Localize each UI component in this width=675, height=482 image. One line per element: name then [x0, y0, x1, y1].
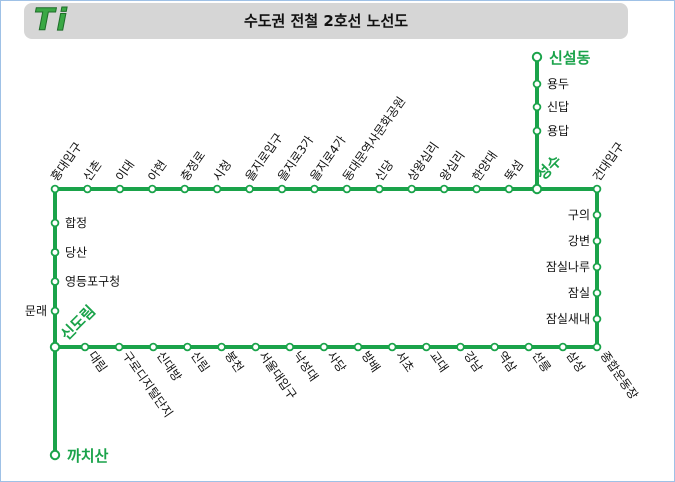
station-label: 강남 — [461, 349, 485, 375]
station-marker[interactable] — [310, 184, 319, 194]
station-marker[interactable] — [50, 184, 60, 194]
station-label: 당산 — [65, 245, 87, 259]
station-marker[interactable] — [50, 277, 60, 286]
station-marker[interactable] — [558, 342, 568, 352]
station-marker[interactable] — [319, 342, 329, 352]
station-label: 합정 — [65, 216, 87, 230]
station-marker[interactable] — [422, 342, 431, 352]
station-marker[interactable] — [592, 184, 602, 194]
ti-logo: Ti — [34, 3, 69, 38]
station-markers — [49, 51, 602, 461]
station-marker[interactable] — [592, 342, 602, 352]
station-label: 역삼 — [495, 349, 519, 375]
station-marker[interactable] — [374, 184, 384, 194]
station-label: 건대입구 — [590, 140, 627, 184]
station-label: 신당 — [372, 158, 396, 184]
station-label: 신답 — [547, 100, 569, 114]
station-label: 왕십리 — [437, 149, 467, 184]
station-marker[interactable] — [83, 184, 92, 194]
station-label: 한양대 — [470, 149, 500, 184]
station-marker[interactable] — [592, 262, 602, 272]
station-label: 신촌 — [80, 158, 104, 184]
station-marker[interactable] — [50, 306, 60, 316]
station-label: 시청 — [210, 158, 234, 184]
station-marker[interactable] — [342, 184, 352, 194]
station-label: 낙성대 — [290, 349, 320, 384]
station-marker[interactable] — [50, 218, 60, 228]
station-marker[interactable] — [532, 79, 542, 89]
station-label: 대림 — [86, 349, 110, 375]
station-marker[interactable] — [353, 342, 363, 352]
station-label: 사당 — [324, 349, 348, 375]
station-marker[interactable] — [524, 342, 534, 352]
station-marker[interactable] — [531, 51, 543, 63]
station-label: 강변 — [568, 234, 590, 248]
station-marker[interactable] — [285, 342, 295, 352]
station-label: 봉천 — [222, 348, 247, 375]
header-bar: Ti 수도권 전철 2호선 노선도 — [24, 3, 628, 39]
station-marker[interactable] — [592, 236, 602, 246]
station-marker[interactable] — [245, 184, 254, 194]
station-label: 영등포구청 — [65, 275, 120, 289]
station-marker[interactable] — [114, 342, 124, 352]
station-label: 신대방 — [154, 349, 184, 384]
station-marker[interactable] — [490, 342, 499, 352]
station-label: 용답 — [547, 124, 569, 138]
station-label: 아현 — [145, 158, 169, 184]
station-label: 홍대입구 — [48, 140, 85, 184]
station-marker[interactable] — [407, 184, 417, 194]
page-title: 수도권 전철 2호선 노선도 — [243, 12, 409, 30]
station-marker[interactable] — [80, 342, 90, 352]
station-label: 잠실나루 — [546, 260, 590, 274]
station-label: 구의 — [568, 208, 590, 222]
station-label: 문래 — [25, 304, 47, 318]
station-marker[interactable] — [183, 342, 192, 352]
station-label: 동대문역사문화공원 — [340, 94, 408, 183]
station-marker[interactable] — [592, 210, 602, 220]
station-marker[interactable] — [531, 183, 543, 195]
station-label: 뚝섬 — [502, 158, 526, 184]
station-marker[interactable] — [49, 449, 61, 461]
station-label: 신설동 — [549, 49, 591, 67]
station-marker[interactable] — [439, 184, 449, 194]
station-label: 교대 — [427, 349, 451, 375]
station-marker[interactable] — [504, 184, 514, 194]
station-label: 잠실 — [568, 286, 590, 300]
station-marker[interactable] — [50, 248, 60, 257]
station-label: 용두 — [547, 77, 569, 91]
station-marker[interactable] — [217, 342, 226, 352]
station-marker[interactable] — [532, 126, 542, 136]
station-label: 방배 — [359, 349, 383, 375]
station-label: 충정로 — [178, 149, 208, 184]
station-label: 까치산 — [67, 447, 109, 465]
station-label: 신림 — [188, 349, 212, 375]
station-marker[interactable] — [456, 342, 465, 352]
station-marker[interactable] — [212, 184, 222, 194]
station-label: 잠실새내 — [546, 312, 590, 326]
station-marker[interactable] — [472, 184, 481, 194]
station-marker[interactable] — [387, 342, 397, 352]
station-label: 종합운동장 — [598, 349, 641, 402]
station-label: 신도림 — [57, 302, 99, 344]
station-marker[interactable] — [251, 342, 260, 352]
station-marker[interactable] — [277, 184, 287, 194]
station-marker[interactable] — [180, 184, 190, 194]
station-marker[interactable] — [49, 341, 61, 353]
station-marker[interactable] — [532, 102, 542, 112]
route-lines — [53, 55, 599, 457]
station-marker[interactable] — [148, 342, 158, 352]
station-label: 선릉 — [529, 349, 553, 375]
station-label: 이대 — [113, 158, 137, 184]
station-marker[interactable] — [592, 288, 602, 298]
station-marker[interactable] — [115, 184, 125, 194]
station-marker[interactable] — [592, 314, 602, 324]
station-label: 서초 — [393, 349, 417, 375]
station-label: 상왕십리 — [405, 140, 442, 184]
station-marker[interactable] — [147, 184, 157, 194]
station-label: 삼성 — [563, 349, 587, 375]
